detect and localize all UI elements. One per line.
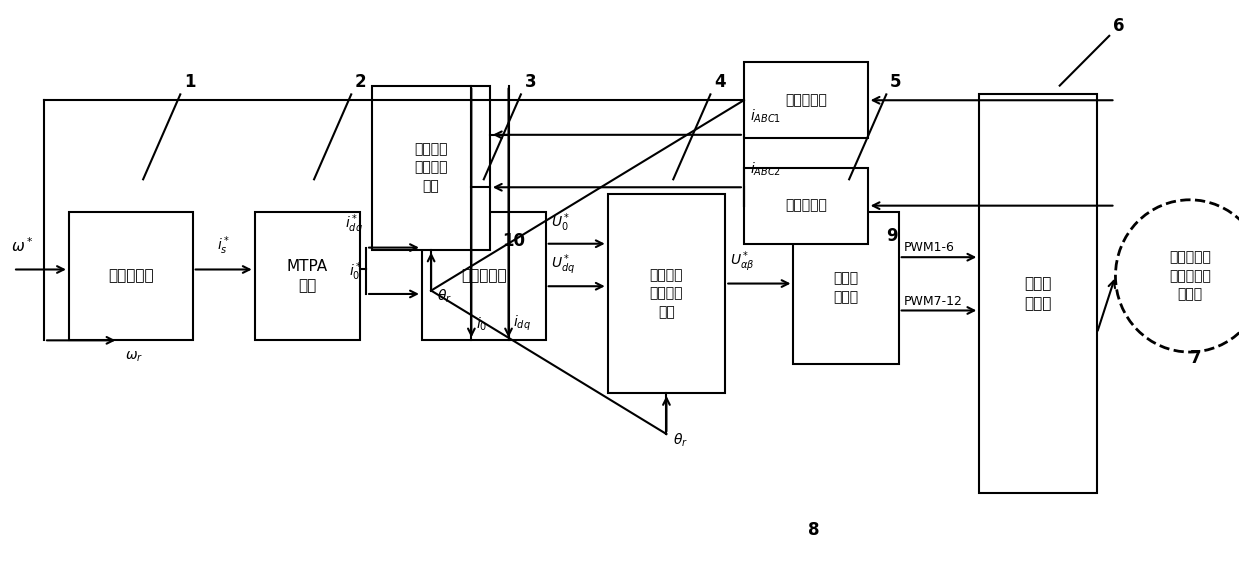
Text: 速度调节器: 速度调节器 (108, 268, 154, 284)
Text: $\omega^*$: $\omega^*$ (11, 236, 33, 255)
Text: 电流传感器: 电流传感器 (785, 198, 827, 212)
Text: 1: 1 (184, 73, 196, 92)
Text: 5: 5 (890, 73, 901, 92)
Bar (744, 168, 868, 244)
Text: 脉宽调
节模块: 脉宽调 节模块 (833, 271, 858, 304)
Text: 10: 10 (502, 232, 526, 249)
Text: MTPA
模块: MTPA 模块 (286, 258, 327, 294)
Bar (794, 211, 899, 364)
Text: $i_{ABC2}$: $i_{ABC2}$ (750, 160, 781, 178)
Text: 电流调节器: 电流调节器 (461, 268, 507, 284)
Bar (980, 95, 1097, 492)
Bar (422, 211, 546, 340)
Text: PWM7-12: PWM7-12 (904, 295, 962, 308)
Text: $U_0^*$: $U_0^*$ (551, 212, 570, 234)
Bar (744, 62, 868, 139)
Text: $\theta_r$: $\theta_r$ (438, 288, 453, 305)
Text: $\omega_r$: $\omega_r$ (124, 349, 143, 363)
Text: 六相直流偏
置型混合励
磁电机: 六相直流偏 置型混合励 磁电机 (1169, 251, 1210, 301)
Ellipse shape (1116, 200, 1240, 352)
Bar (372, 86, 490, 249)
Bar (608, 194, 725, 393)
Text: 2: 2 (355, 73, 367, 92)
Text: $\theta_r$: $\theta_r$ (672, 431, 688, 448)
Text: $i_{dq}$: $i_{dq}$ (513, 314, 531, 333)
Text: 8: 8 (808, 521, 820, 539)
Text: 第一旋转
坐标变换
模块: 第一旋转 坐标变换 模块 (650, 268, 683, 319)
Text: $i_{dq}^*$: $i_{dq}^*$ (345, 212, 362, 237)
Text: $i_{ABC1}$: $i_{ABC1}$ (750, 108, 781, 126)
Text: $i_0^*$: $i_0^*$ (348, 261, 362, 284)
Text: 第二旋转
坐标变换
模块: 第二旋转 坐标变换 模块 (414, 142, 448, 193)
Text: 6: 6 (1114, 16, 1125, 35)
Bar (254, 211, 360, 340)
Bar (68, 211, 192, 340)
Text: $i_s^*$: $i_s^*$ (217, 234, 231, 257)
Text: 9: 9 (887, 227, 898, 245)
Text: 速度传感器: 速度传感器 (785, 93, 827, 107)
Text: $U_{dq}^*$: $U_{dq}^*$ (551, 252, 575, 277)
Text: 3: 3 (525, 73, 536, 92)
Text: $i_0$: $i_0$ (476, 316, 487, 333)
Text: 双三相
变流器: 双三相 变流器 (1024, 276, 1052, 311)
Text: $U_{\alpha\beta}^*$: $U_{\alpha\beta}^*$ (730, 249, 755, 274)
Text: 7: 7 (1189, 349, 1202, 367)
Text: 4: 4 (714, 73, 725, 92)
Text: PWM1-6: PWM1-6 (904, 241, 955, 254)
